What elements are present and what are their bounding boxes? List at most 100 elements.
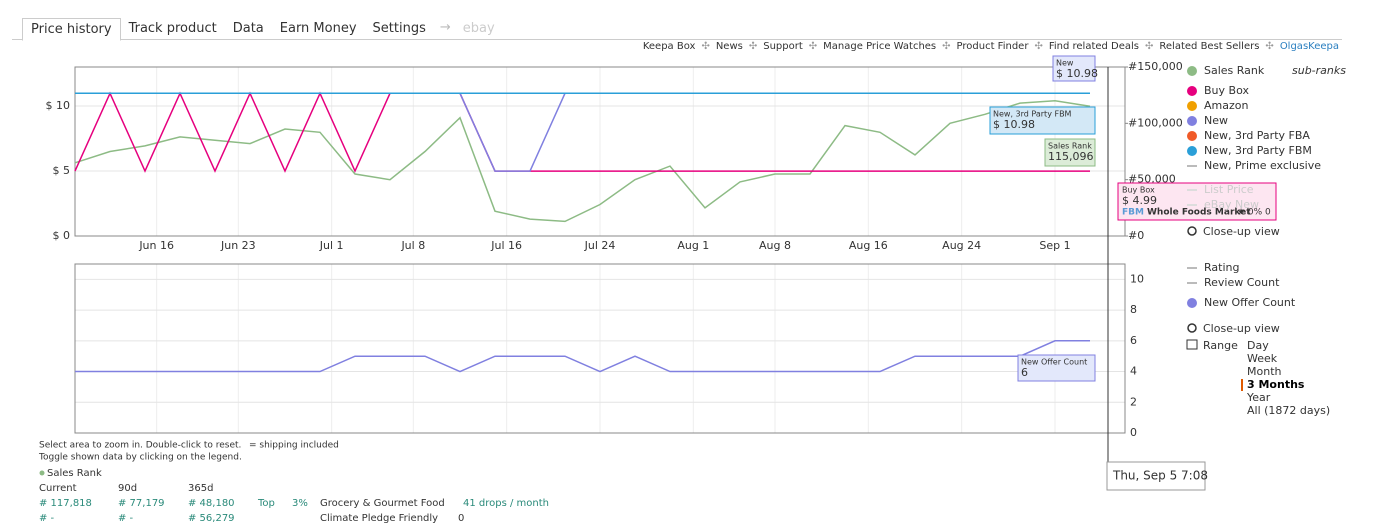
separator: ✣	[748, 41, 758, 52]
plot-frame	[74, 263, 1126, 434]
table-cell: # 56,279	[188, 513, 235, 524]
tooltip-box	[989, 106, 1096, 135]
tab[interactable]: Settings	[372, 21, 426, 36]
link[interactable]: OlgasKeepa	[1279, 41, 1339, 52]
table-cell: # -	[39, 513, 55, 524]
link[interactable]: Product Finder	[956, 41, 1029, 52]
separator: ✣	[701, 41, 710, 52]
y2-tick-label: #0	[1128, 229, 1144, 242]
link[interactable]: Find related Deals	[1048, 41, 1140, 52]
y-tick-label: $ 0	[53, 229, 71, 242]
tab[interactable]: ebay	[462, 21, 495, 36]
y-tick-label: 6	[1130, 334, 1137, 347]
series-line	[74, 91, 1090, 173]
range-option[interactable]: Day	[1247, 339, 1269, 352]
range-option[interactable]: Month	[1247, 365, 1282, 378]
legend-label: Rating	[1204, 261, 1239, 274]
x-tick-label: Jun 23	[220, 239, 256, 252]
x-tick-label: Sep 1	[1039, 239, 1070, 252]
search-icon	[1187, 226, 1197, 236]
legend-label: eBay New	[1204, 198, 1259, 211]
tooltip-title: Sales Rank	[1048, 142, 1092, 151]
y-tick-label: $ 10	[46, 99, 71, 112]
x-tick-label: Jun 16	[138, 239, 174, 252]
table-cell: # 48,180	[188, 498, 235, 509]
range-option[interactable]: Week	[1247, 352, 1278, 365]
legend-swatch	[1187, 146, 1197, 156]
crosshair-label-box	[1106, 461, 1206, 491]
legend-dot	[39, 470, 45, 476]
link[interactable]: Related Best Sellers	[1159, 41, 1260, 52]
x-tick-label: Aug 1	[677, 239, 709, 252]
range-option[interactable]: All (1872 days)	[1247, 404, 1330, 417]
note: Select area to zoom in. Double-click to …	[39, 441, 241, 451]
tab[interactable]: Price history	[22, 18, 121, 41]
legend-label: Review Count	[1204, 276, 1280, 289]
crosshair-label: Thu, Sep 5 7:08	[1112, 469, 1208, 483]
tab[interactable]: Data	[232, 21, 264, 36]
legend-label: New, Prime exclusive	[1204, 159, 1321, 172]
tooltip-value: $ 10.98	[993, 118, 1035, 131]
range-label: Range	[1203, 339, 1238, 352]
x-tick-label: Jul 8	[400, 239, 425, 252]
search-icon	[1187, 323, 1197, 333]
close-up-toggle[interactable]: Close-up view	[1203, 322, 1280, 335]
tooltip-box	[1017, 354, 1096, 382]
tooltip-title: New	[1056, 59, 1074, 68]
range-option[interactable]: 3 Months	[1247, 378, 1305, 391]
link[interactable]: Keepa Box	[642, 41, 696, 52]
series-line	[75, 92, 1090, 172]
tooltip-title: Buy Box	[1122, 186, 1155, 195]
separator: ✣	[1034, 41, 1043, 52]
legend-label: Buy Box	[1204, 84, 1249, 97]
table-header: 90d	[118, 483, 137, 494]
legend-label: List Price	[1204, 183, 1254, 196]
legend-label: New	[1204, 114, 1228, 127]
legend-swatch	[1187, 298, 1197, 308]
table-cell: Grocery & Gourmet Food	[320, 498, 445, 509]
y-tick-label: $ 5	[53, 164, 71, 177]
tooltip-box	[1052, 55, 1096, 82]
seller-type: FBM	[1122, 208, 1144, 218]
x-tick-label: Aug 16	[849, 239, 888, 252]
link[interactable]: News	[715, 41, 743, 52]
table-cell: # 117,818	[39, 498, 92, 509]
separator: ✣	[808, 41, 818, 52]
tab-bar: Price history Track product Data Earn Mo…	[12, 18, 1342, 41]
tab[interactable]: Track product	[128, 21, 217, 36]
tooltip-value: 6	[1021, 366, 1028, 379]
x-tick-label: Aug 8	[759, 239, 791, 252]
y2-tick-label: #50,000	[1128, 173, 1176, 186]
table-cell: # 77,179	[118, 498, 165, 509]
link-bar: Keepa Box ✣ News ✣ Support ✣ Manage Price Watc…	[643, 41, 1339, 52]
arrow-icon: →	[439, 20, 451, 35]
tab[interactable]: Earn Money	[279, 21, 357, 36]
plot-frame	[74, 66, 1126, 237]
y-tick-label: 2	[1130, 395, 1137, 408]
table-header: Current	[39, 483, 77, 494]
close-up-toggle[interactable]: Close-up view	[1203, 225, 1280, 238]
seller-rating: ★ 0%	[1237, 208, 1263, 218]
table-cell: 0	[458, 513, 464, 524]
tooltip-title: New Offer Count	[1021, 358, 1087, 367]
x-tick-label: Jul 1	[319, 239, 344, 252]
table-cell: Climate Pledge Friendly	[320, 513, 438, 524]
note: = shipping included	[249, 441, 339, 451]
seller-name: Whole Foods Market	[1147, 208, 1251, 218]
tooltip-value: $ 4.99	[1122, 194, 1157, 207]
series-line	[75, 340, 1090, 373]
x-tick-label: Jul 24	[584, 239, 616, 252]
link[interactable]: Support	[763, 41, 803, 52]
range-option[interactable]: Year	[1246, 391, 1271, 404]
y-tick-label: 8	[1130, 303, 1137, 316]
link[interactable]: Manage Price Watches	[823, 41, 937, 52]
legend-label: Sales Rank	[1204, 64, 1265, 77]
seller-count: 0	[1265, 208, 1271, 218]
separator: ✣	[1145, 41, 1154, 52]
legend-swatch	[1187, 116, 1197, 126]
y-tick-label: 0	[1130, 426, 1137, 439]
table-cell: 41 drops / month	[463, 498, 549, 509]
tooltip-value: 115,096	[1048, 150, 1094, 163]
legend-swatch	[1187, 101, 1197, 111]
